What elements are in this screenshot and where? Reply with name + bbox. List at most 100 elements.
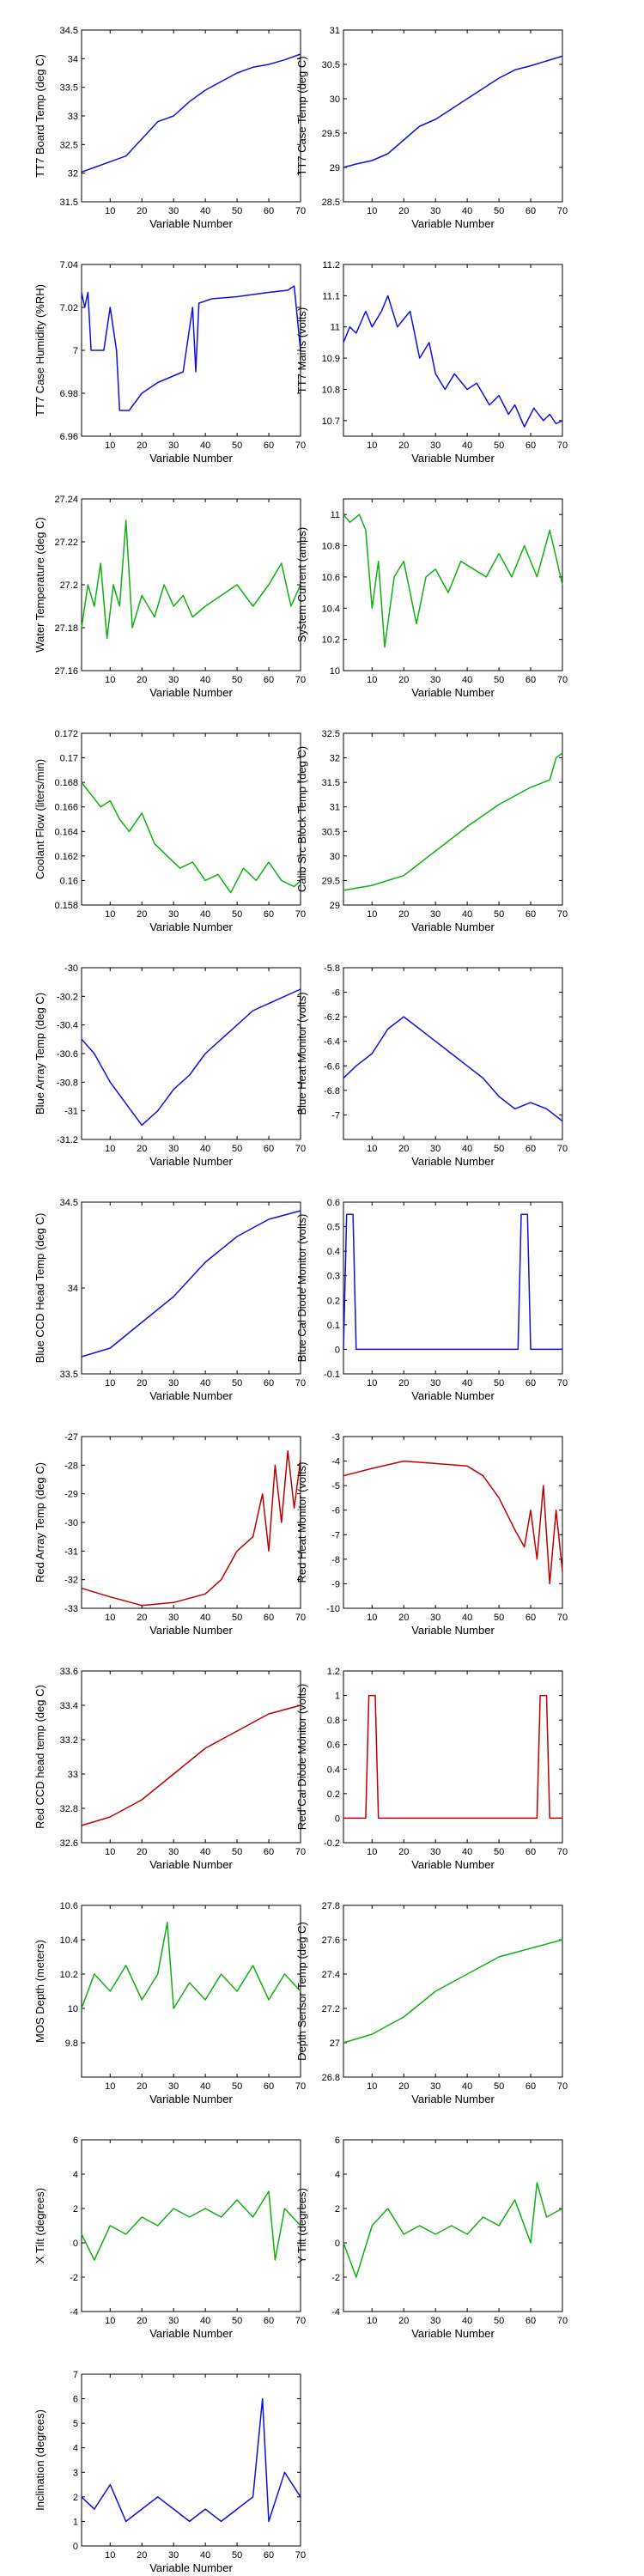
x-tick-label: 50 [232,440,242,451]
x-tick-label: 40 [462,1144,472,1154]
x-tick-label: 40 [462,1613,472,1623]
y-tick-label: -32 [64,1576,78,1586]
x-tick-label: 10 [367,1613,377,1623]
x-tick-label: 60 [526,2316,536,2326]
plot-frame [343,1905,563,2078]
y-tick-label: -30.2 [57,992,78,1002]
y-tick-label: 10.7 [322,416,340,427]
x-tick-label: 10 [367,1847,377,1857]
x-tick-label: 50 [494,909,504,920]
y-tick-label: -7 [331,1110,340,1121]
x-tick-label: 50 [494,2081,504,2092]
y-tick-label: 6.96 [60,432,78,442]
y-tick-label: 0.1 [327,1321,340,1331]
series-line [343,1460,563,1585]
x-tick-label: 40 [462,206,472,216]
x-tick-label: 70 [295,206,306,216]
x-tick-label: 70 [295,2316,306,2326]
x-tick-label: 30 [430,1378,440,1388]
x-tick-label: 20 [398,1378,409,1388]
y-tick-label: 34 [68,1284,78,1294]
plot-frame [81,1436,301,1609]
x-tick-label: 60 [264,675,274,685]
x-tick-label: 20 [137,2081,147,2092]
x-tick-label: 30 [430,440,440,451]
x-tick-label: 30 [168,440,179,451]
x-tick-label: 30 [430,2316,440,2326]
series-line [343,1213,562,1351]
chart-panel-20: 10 20 30 40 50 60 70 -4 -2 0 2 4 6 Variable Number Y T… [295,2136,568,2340]
y-tick-label: -33 [64,1604,78,1614]
series-line [81,1704,301,1826]
y-tick-label: 33.6 [60,1667,78,1677]
y-tick-label: 4 [73,2170,78,2180]
y-tick-label: 30.5 [322,827,340,837]
x-tick-label: 70 [557,2081,568,2092]
y-tick-label: 7.02 [60,303,78,313]
x-tick-label: 20 [398,675,409,685]
series-line [343,1016,563,1122]
y-tick-label: -0.1 [324,1370,340,1380]
y-tick-label: 9.8 [65,2038,78,2049]
y-tick-label: 33.4 [60,1701,78,1711]
y-axis-label: System Current (amps) [295,527,308,642]
x-tick-label: 60 [264,1144,274,1154]
series-line [81,1922,301,2009]
series-line [343,1939,563,2044]
x-tick-label: 20 [137,1847,147,1857]
y-tick-label: 33 [68,1770,78,1780]
x-tick-label: 50 [494,2316,504,2326]
series-line [343,295,563,428]
x-tick-label: 60 [526,1378,536,1388]
y-tick-label: -7 [331,1530,340,1540]
y-tick-label: -3 [331,1432,340,1443]
y-axis-label: Blue CCD Head Temp (deg C) [33,1213,46,1364]
x-axis-label: Variable Number [149,1389,233,1402]
y-tick-label: 27.24 [54,495,78,505]
x-tick-label: 10 [367,1144,377,1154]
x-tick-label: 70 [557,1378,568,1388]
x-tick-label: 50 [232,2316,242,2326]
series-line [81,1210,301,1358]
y-tick-label: 0.16 [60,876,78,886]
y-tick-label: -6.2 [324,1012,340,1023]
y-tick-label: 29 [330,163,340,173]
y-tick-label: -30.6 [57,1049,78,1060]
y-axis-label: TT7 Case Humidity (%RH) [33,284,46,416]
x-axis-label: Variable Number [411,1155,495,1168]
x-tick-label: 10 [367,2316,377,2326]
series-line [81,2190,301,2261]
x-tick-label: 40 [200,1144,210,1154]
y-tick-label: 30 [330,852,340,862]
x-tick-label: 40 [462,440,472,451]
x-tick-label: 30 [168,909,179,920]
y-tick-label: 32 [68,169,78,179]
x-tick-label: 20 [137,206,147,216]
chart-panel-8: 10 20 30 40 50 60 70 29 29.5 30 30.5 31 31.5 32 32.5 Va… [295,729,568,933]
x-tick-label: 60 [264,909,274,920]
y-tick-label: -6 [331,1506,340,1516]
y-tick-label: 32.6 [60,1838,78,1849]
x-tick-label: 30 [168,206,179,216]
chart-panel-18: 10 20 30 40 50 60 70 26.8 27 27.2 27.4 27.6 27.8 Vari… [295,1901,568,2105]
y-axis-label: TT7 Mains (volts) [295,307,308,393]
y-tick-label: 0.166 [54,803,78,813]
y-tick-label: -31 [64,1546,78,1557]
y-tick-label: 31.5 [322,778,340,788]
chart-panel-17: 10 20 30 40 50 60 70 9.8 10 10.2 10.4 10.6 Variable … [33,1901,306,2105]
y-axis-label: Red CCD head temp (deg C) [33,1685,46,1829]
y-tick-label: 33.5 [60,1370,78,1380]
x-tick-label: 40 [200,2316,210,2326]
x-tick-label: 10 [105,1144,115,1154]
x-tick-label: 20 [398,440,409,451]
y-tick-label: -30.8 [57,1078,78,1088]
x-tick-label: 60 [264,440,274,451]
chart-panel-3: 10 20 30 40 50 60 70 6.96 6.98 7 7.02 7.04 Variable … [33,260,306,465]
x-tick-label: 10 [105,1613,115,1623]
y-tick-label: 5 [73,2419,78,2429]
x-tick-label: 40 [462,2316,472,2326]
y-tick-label: 27.2 [322,2004,340,2014]
chart-panel-12: 10 20 30 40 50 60 70 -0.1 0 0.1 0.2 0.3 0.4 0.5 0.6 Var… [295,1198,568,1402]
y-tick-label: 27.2 [60,580,78,591]
y-tick-label: -0.2 [324,1838,340,1849]
